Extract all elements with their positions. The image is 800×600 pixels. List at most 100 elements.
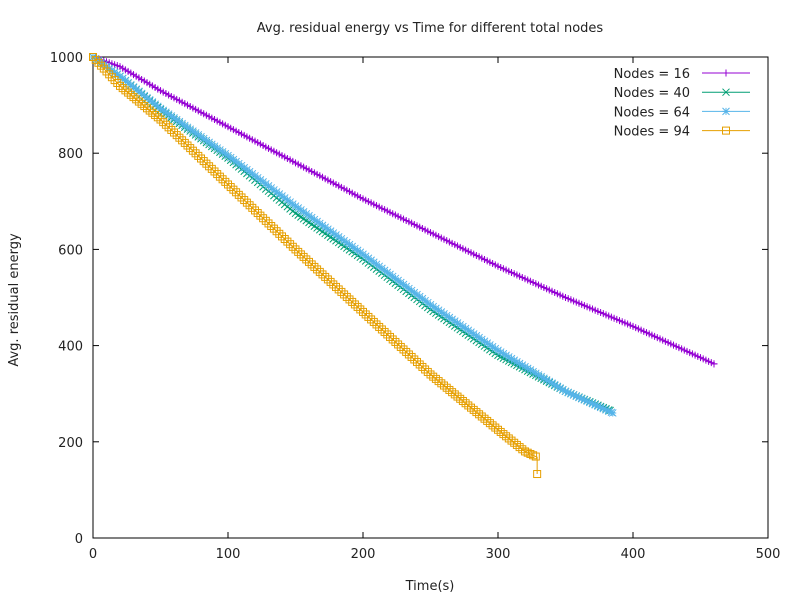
data-point xyxy=(210,167,219,176)
data-point xyxy=(469,405,478,414)
data-point xyxy=(172,115,181,124)
data-point xyxy=(183,123,192,132)
data-point xyxy=(485,419,494,428)
data-point xyxy=(242,198,251,207)
data-point xyxy=(237,193,246,202)
data-point xyxy=(105,70,114,79)
legend-label: Nodes = 16 xyxy=(614,67,690,82)
data-point xyxy=(315,219,324,228)
data-point xyxy=(591,401,600,409)
data-point xyxy=(216,146,224,154)
data-point xyxy=(342,292,351,301)
data-point xyxy=(97,58,105,67)
data-point xyxy=(94,58,103,67)
data-point xyxy=(188,146,197,155)
data-point xyxy=(218,175,227,184)
data-point xyxy=(415,360,424,369)
series-3 xyxy=(89,53,542,479)
data-point xyxy=(450,390,459,399)
data-point xyxy=(369,317,378,326)
data-point xyxy=(437,379,446,388)
data-point xyxy=(361,310,370,319)
data-point xyxy=(337,234,346,243)
data-point xyxy=(310,262,319,271)
data-point xyxy=(205,162,214,171)
data-point xyxy=(302,255,311,264)
data-point xyxy=(321,272,330,281)
data-point xyxy=(288,242,297,251)
data-point xyxy=(512,440,521,449)
data-point xyxy=(596,403,605,412)
data-point xyxy=(175,117,184,126)
data-point xyxy=(313,217,321,226)
data-point xyxy=(145,106,154,115)
legend-label: Nodes = 64 xyxy=(614,105,690,120)
data-point xyxy=(170,128,178,137)
data-point xyxy=(526,366,535,374)
data-point xyxy=(607,408,616,417)
data-point xyxy=(294,204,303,212)
data-point xyxy=(467,328,475,336)
data-point xyxy=(348,297,357,306)
y-tick-label: 400 xyxy=(58,340,83,355)
data-point xyxy=(507,436,516,445)
data-point xyxy=(521,447,529,456)
data-point xyxy=(553,382,562,391)
y-axis-label: Avg. residual energy xyxy=(7,233,22,367)
data-point xyxy=(567,389,575,398)
data-point xyxy=(221,149,230,158)
data-point xyxy=(213,170,222,179)
x-tick-label: 200 xyxy=(351,547,376,562)
data-point xyxy=(162,108,170,117)
data-point xyxy=(167,112,176,120)
data-point xyxy=(459,322,467,331)
data-point xyxy=(218,147,227,156)
data-point xyxy=(523,364,532,373)
data-point xyxy=(345,240,354,249)
data-point xyxy=(102,67,111,76)
data-point xyxy=(348,242,357,251)
data-point xyxy=(99,64,108,73)
data-point xyxy=(140,102,149,111)
legend-label: Nodes = 40 xyxy=(614,86,690,101)
data-point xyxy=(494,346,502,355)
series-layer xyxy=(89,53,718,479)
series-line xyxy=(92,56,538,475)
data-point xyxy=(175,133,184,142)
data-point xyxy=(467,403,475,412)
data-point xyxy=(121,86,130,95)
data-point xyxy=(564,388,573,397)
y-tick-label: 0 xyxy=(75,532,83,547)
data-point xyxy=(359,307,367,316)
chart-title: Avg. residual energy vs Time for differe… xyxy=(257,21,604,36)
data-point xyxy=(332,282,340,291)
data-point xyxy=(202,136,211,145)
data-point xyxy=(186,125,195,134)
data-point xyxy=(491,344,500,353)
data-point xyxy=(180,138,189,147)
data-point xyxy=(315,267,324,276)
x-tick-label: 100 xyxy=(216,547,241,562)
data-point xyxy=(307,213,316,222)
data-point xyxy=(353,302,362,311)
data-point xyxy=(453,392,462,401)
data-point xyxy=(329,229,338,237)
data-point xyxy=(504,353,513,361)
data-point xyxy=(148,108,157,117)
data-point xyxy=(480,337,489,346)
data-point xyxy=(421,365,430,374)
data-point xyxy=(248,203,257,212)
data-point xyxy=(334,233,343,241)
data-point xyxy=(423,367,432,376)
data-point xyxy=(143,104,151,113)
data-point xyxy=(515,443,524,452)
data-point xyxy=(124,88,133,97)
data-point xyxy=(583,397,591,406)
data-point xyxy=(448,315,456,324)
data-point xyxy=(577,394,586,403)
data-point xyxy=(472,408,481,417)
data-point xyxy=(572,392,581,401)
x-tick-label: 500 xyxy=(756,547,781,562)
